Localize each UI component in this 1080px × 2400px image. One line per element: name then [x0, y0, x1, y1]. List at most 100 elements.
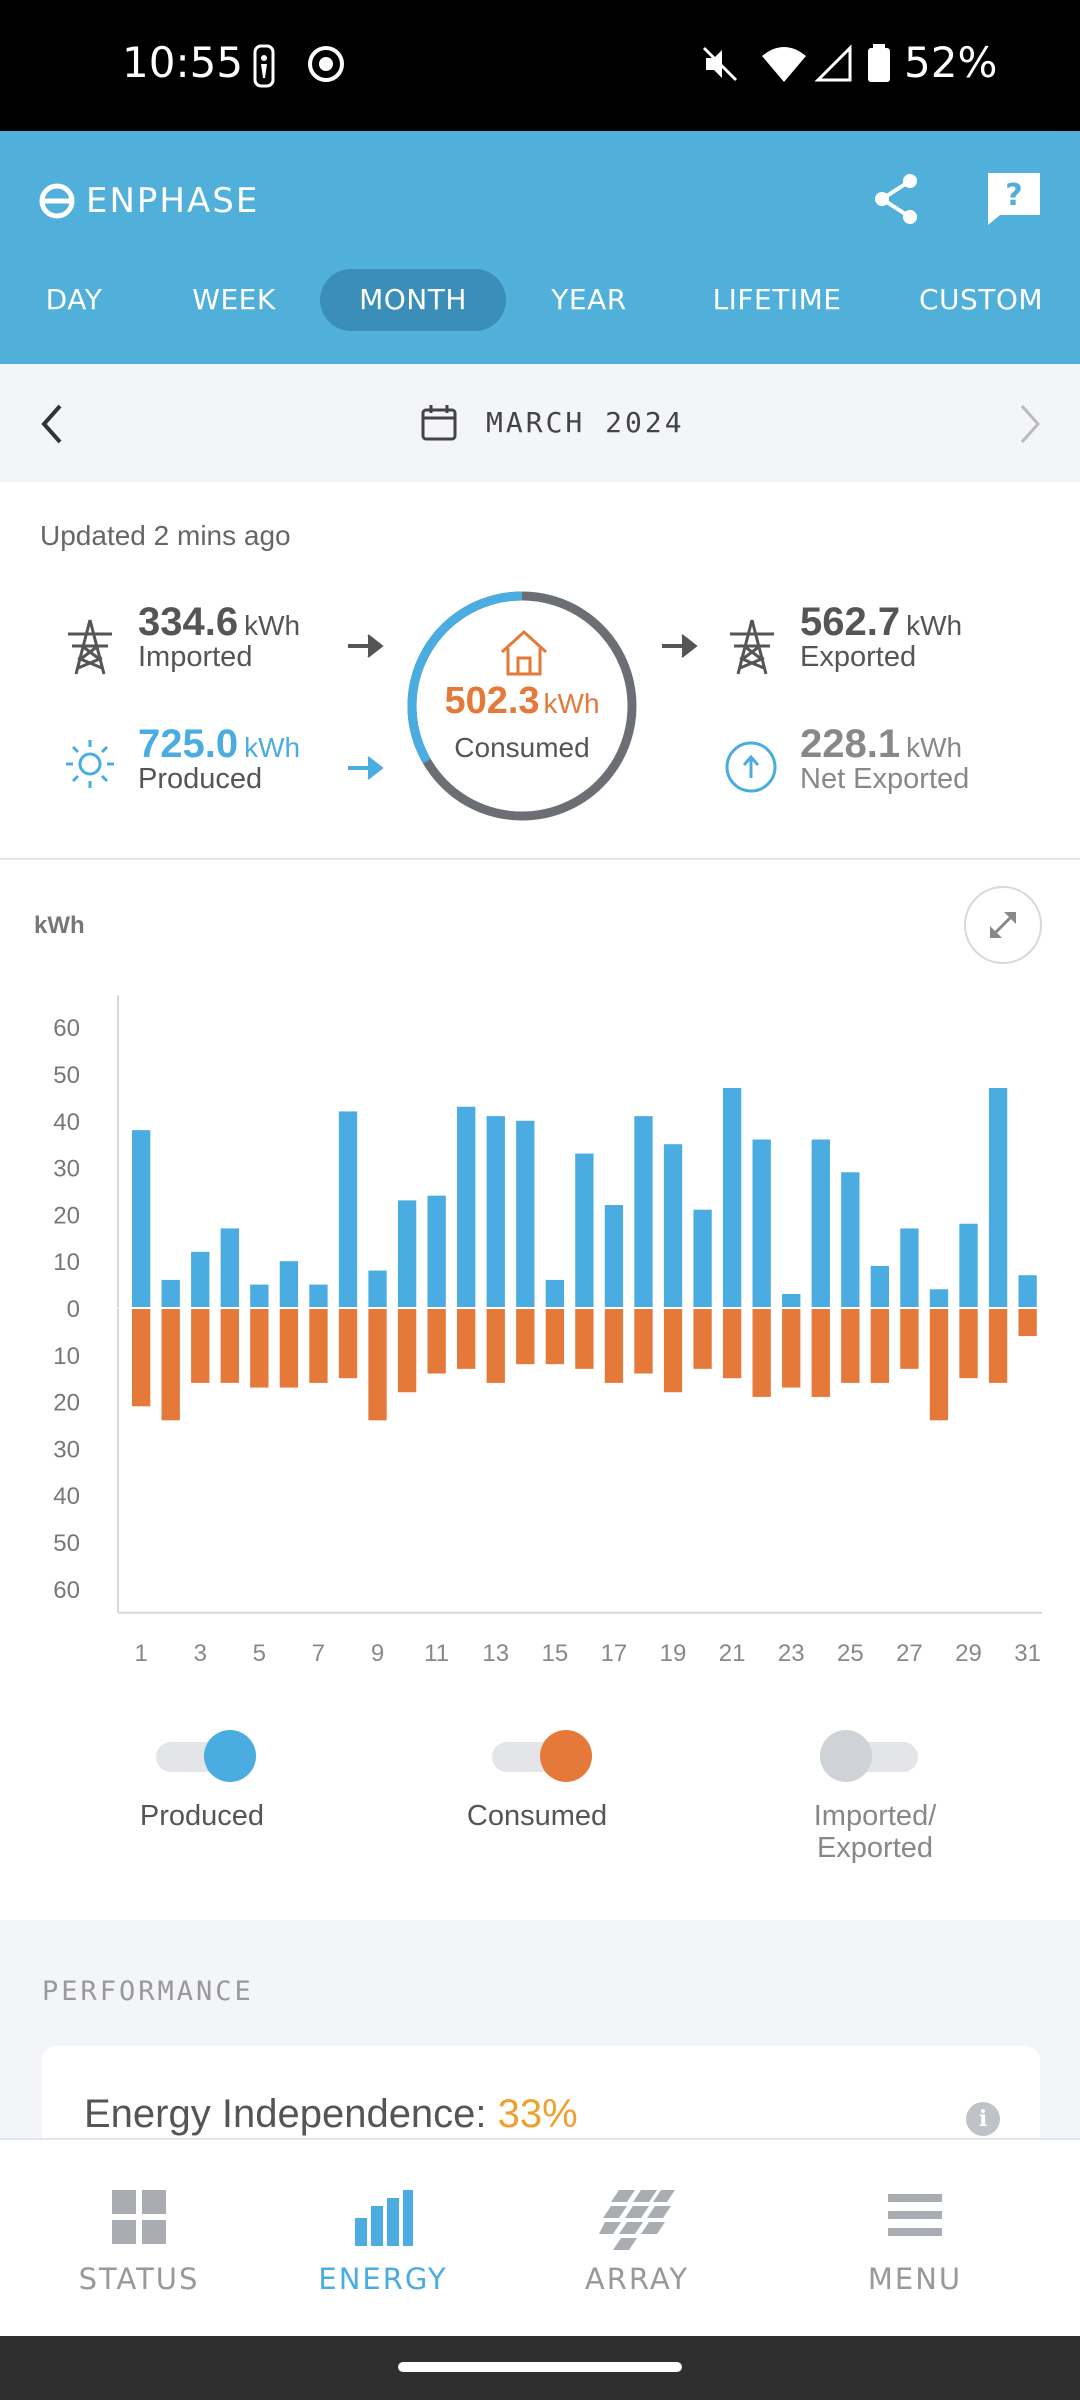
consumed-bar[interactable] — [250, 1308, 269, 1388]
nav-array[interactable]: ARRAY — [502, 2140, 772, 2338]
home-gesture-pill[interactable] — [398, 2362, 682, 2372]
help-chat-icon[interactable]: ? — [986, 171, 1042, 227]
consumed-bar[interactable] — [427, 1308, 446, 1374]
produced-bar[interactable] — [191, 1251, 210, 1308]
produced-bar[interactable] — [397, 1200, 417, 1308]
tab-custom[interactable]: CUSTOM — [918, 283, 1044, 316]
consumed-bar[interactable] — [220, 1308, 239, 1383]
y-tick-label: 50 — [53, 1530, 80, 1557]
nav-menu[interactable]: MENU — [780, 2140, 1050, 2338]
produced-bar[interactable] — [279, 1261, 299, 1308]
produced-bar[interactable] — [722, 1088, 742, 1308]
consumed-bar[interactable] — [841, 1308, 860, 1383]
consumed-bar[interactable] — [516, 1308, 535, 1365]
consumed-bar[interactable] — [486, 1308, 505, 1383]
tab-lifetime[interactable]: LIFETIME — [712, 283, 842, 316]
consumed-bar[interactable] — [368, 1308, 387, 1421]
tab-year[interactable]: YEAR — [551, 283, 627, 316]
produced-bar[interactable] — [132, 1130, 151, 1308]
produced-bar[interactable] — [841, 1172, 860, 1308]
consumed-bar[interactable] — [722, 1308, 742, 1379]
consumed-bar[interactable] — [752, 1308, 771, 1397]
produced-bar[interactable] — [220, 1228, 239, 1308]
consumed-bar[interactable] — [693, 1308, 712, 1369]
consumed-bar[interactable] — [575, 1308, 594, 1369]
x-tick-label: 23 — [778, 1640, 805, 1667]
produced-bar[interactable] — [309, 1284, 328, 1308]
consumed-bar[interactable] — [397, 1308, 417, 1393]
energy-bars-icon — [355, 2190, 413, 2246]
produced-bar[interactable] — [693, 1209, 712, 1308]
tab-week[interactable]: WEEK — [192, 283, 276, 316]
consumed-bar[interactable] — [191, 1308, 210, 1383]
consumed-bar[interactable] — [900, 1308, 919, 1369]
calendar-icon[interactable] — [420, 404, 458, 442]
produced-bar[interactable] — [811, 1139, 830, 1308]
produced-bar[interactable] — [486, 1116, 505, 1308]
produced-bar[interactable] — [929, 1289, 949, 1308]
consumed-bar[interactable] — [545, 1308, 564, 1365]
imported-unit: kWh — [244, 610, 301, 641]
arrow-right-icon — [348, 634, 384, 658]
produced-bar[interactable] — [1018, 1275, 1037, 1308]
consumed-bar[interactable] — [1018, 1308, 1037, 1337]
produced-bar[interactable] — [604, 1205, 624, 1308]
consumed-bar[interactable] — [988, 1308, 1008, 1383]
x-tick-label: 1 — [134, 1640, 147, 1667]
produced-bar[interactable] — [368, 1270, 387, 1308]
produced-bar[interactable] — [575, 1153, 594, 1308]
consumed-bar[interactable] — [279, 1308, 299, 1388]
produced-bar[interactable] — [870, 1265, 890, 1308]
produced-bar[interactable] — [752, 1139, 771, 1308]
y-tick-label: 10 — [53, 1343, 80, 1370]
consumed-bar[interactable] — [309, 1308, 328, 1383]
x-tick-label: 17 — [601, 1640, 628, 1667]
current-period-label[interactable]: MARCH 2024 — [486, 406, 685, 439]
produced-bar[interactable] — [457, 1106, 476, 1308]
expand-chart-button[interactable] — [964, 886, 1042, 964]
produced-bar[interactable] — [663, 1144, 683, 1308]
produced-bar[interactable] — [427, 1195, 446, 1308]
consumed-bar[interactable] — [604, 1308, 624, 1383]
app-header: ENPHASE ? DAY WEEK MONTH YEAR LIFETIME C… — [0, 131, 1080, 364]
produced-toggle[interactable] — [156, 1730, 256, 1782]
info-icon[interactable]: i — [966, 2102, 1000, 2136]
consumed-bar[interactable] — [457, 1308, 476, 1369]
produced-bar[interactable] — [782, 1293, 801, 1308]
x-tick-label: 19 — [660, 1640, 687, 1667]
consumed-bar[interactable] — [870, 1308, 890, 1383]
tab-day[interactable]: DAY — [45, 283, 103, 316]
consumed-bar[interactable] — [663, 1308, 683, 1393]
imported-exported-toggle[interactable] — [820, 1730, 920, 1782]
energy-independence-card[interactable] — [42, 2046, 1040, 2142]
produced-bar[interactable] — [959, 1223, 978, 1308]
produced-bar[interactable] — [516, 1120, 535, 1308]
produced-bar[interactable] — [634, 1116, 653, 1308]
nav-status[interactable]: STATUS — [4, 2140, 274, 2338]
consumed-bar[interactable] — [338, 1308, 358, 1379]
consumed-bar[interactable] — [959, 1308, 978, 1379]
consumed-bar[interactable] — [132, 1308, 151, 1407]
produced-bar[interactable] — [988, 1088, 1008, 1308]
produced-bar[interactable] — [338, 1111, 358, 1308]
chevron-right-icon[interactable] — [1014, 402, 1046, 446]
share-icon[interactable] — [868, 171, 924, 227]
produced-bar[interactable] — [545, 1279, 564, 1308]
consumed-toggle[interactable] — [492, 1730, 592, 1782]
consumed-bar[interactable] — [811, 1308, 830, 1397]
produced-bar[interactable] — [161, 1279, 180, 1308]
consumed-bar[interactable] — [782, 1308, 801, 1388]
consumed-bar[interactable] — [161, 1308, 180, 1421]
house-icon — [500, 629, 548, 676]
nav-energy[interactable]: ENERGY — [248, 2140, 518, 2338]
last-updated-text: Updated 2 mins ago — [40, 520, 291, 551]
svg-text:?: ? — [1005, 178, 1022, 213]
consumed-bar[interactable] — [634, 1308, 653, 1374]
y-tick-label: 60 — [53, 1577, 80, 1604]
consumed-bar[interactable] — [929, 1308, 949, 1421]
tab-month[interactable]: MONTH — [320, 269, 506, 331]
chevron-left-icon[interactable] — [36, 402, 68, 446]
produced-bar[interactable] — [900, 1228, 919, 1308]
produced-bar[interactable] — [250, 1284, 269, 1308]
